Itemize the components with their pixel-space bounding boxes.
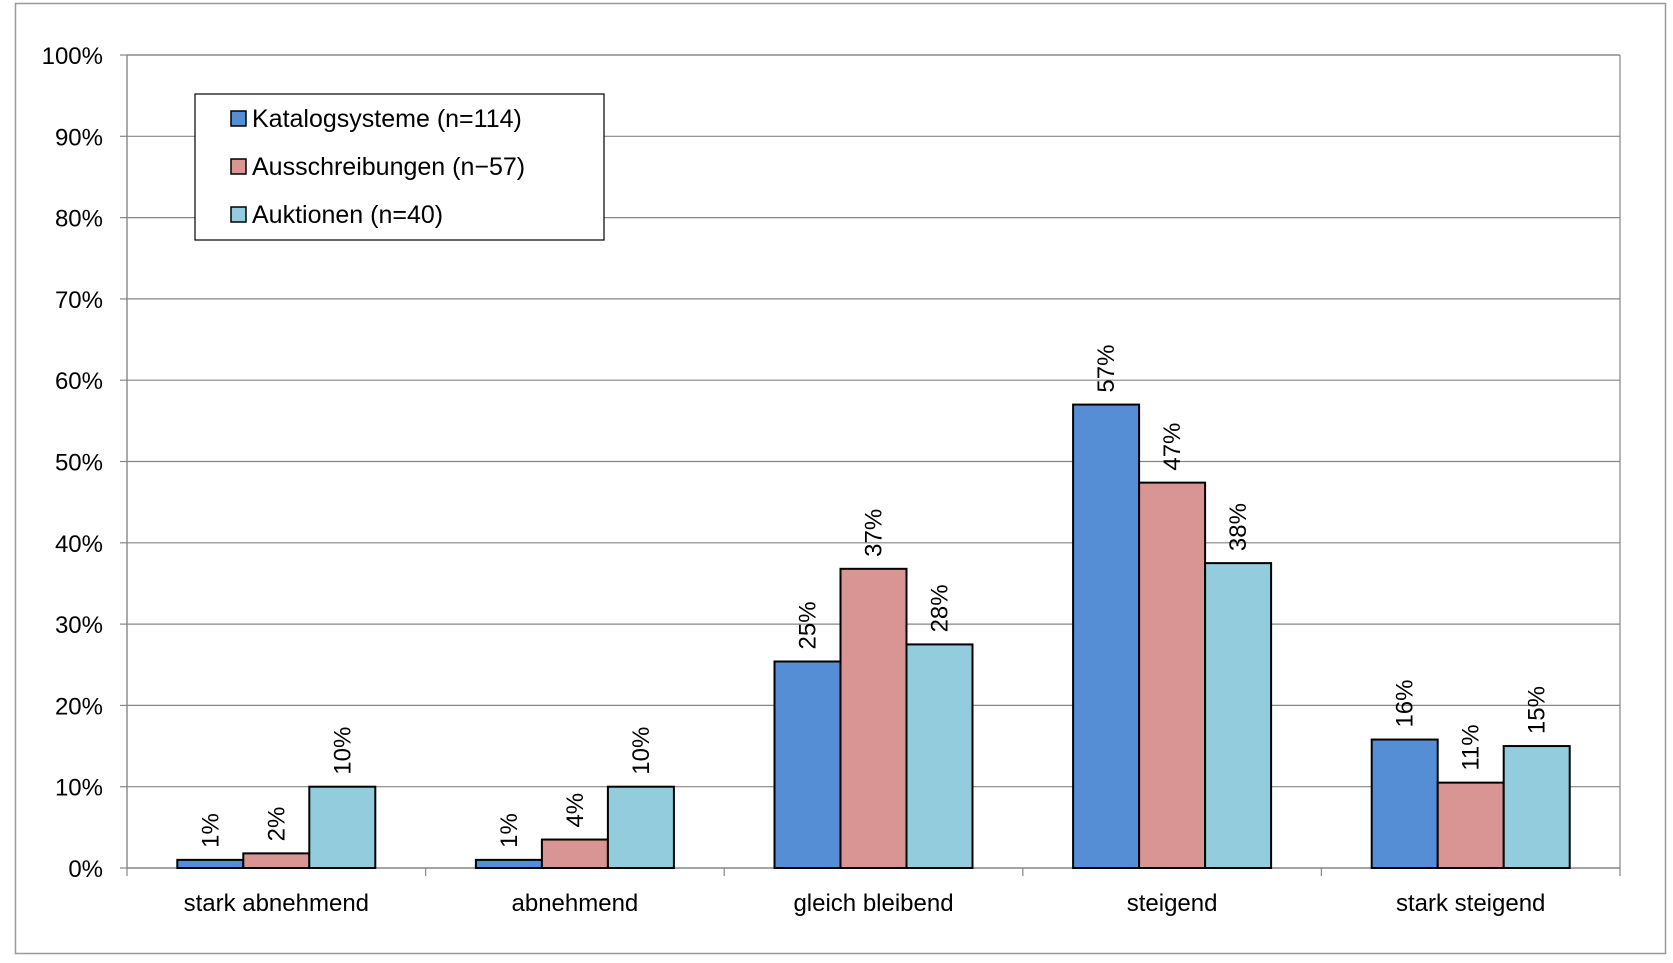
bar bbox=[176, 858, 245, 869]
legend-label: Katalogsysteme (n=114) bbox=[252, 105, 522, 133]
x-category-label: gleich bleibend bbox=[793, 890, 953, 917]
bar bbox=[1138, 481, 1207, 869]
y-tick-label: 100% bbox=[42, 43, 103, 70]
data-label: 28% bbox=[927, 584, 954, 632]
legend-swatch bbox=[230, 110, 247, 127]
y-tick-label: 80% bbox=[55, 206, 103, 233]
data-label: 10% bbox=[628, 727, 655, 775]
data-label: 1% bbox=[197, 813, 224, 848]
bar bbox=[1370, 738, 1439, 870]
legend-label: Auktionen (n=40) bbox=[252, 201, 443, 229]
y-tick-label: 10% bbox=[55, 775, 103, 802]
bar bbox=[1502, 745, 1571, 869]
bar bbox=[1204, 562, 1273, 869]
bar bbox=[474, 858, 543, 869]
data-label: 2% bbox=[263, 807, 290, 842]
data-label: 10% bbox=[329, 727, 356, 775]
y-tick-label: 50% bbox=[55, 450, 103, 477]
bar bbox=[1072, 403, 1141, 869]
data-label: 16% bbox=[1392, 679, 1419, 727]
legend-label: Ausschreibungen (n−57) bbox=[252, 153, 525, 181]
y-tick-label: 70% bbox=[55, 287, 103, 314]
y-tick-label: 30% bbox=[55, 612, 103, 639]
legend: Katalogsysteme (n=114) Ausschreibungen (n… bbox=[194, 93, 605, 241]
bar bbox=[839, 567, 908, 869]
data-label: 25% bbox=[795, 601, 822, 649]
data-labels: 1% 1% 25% 57% 16% 2% 4% 37% 47% 11% 10% 10% 28% 38% 15… bbox=[197, 345, 1550, 848]
data-label: 15% bbox=[1524, 686, 1551, 734]
bar bbox=[606, 785, 675, 870]
y-tick-label: 40% bbox=[55, 531, 103, 558]
x-category-label: steigend bbox=[1127, 890, 1218, 917]
data-label: 38% bbox=[1225, 503, 1252, 551]
y-tick-label: 60% bbox=[55, 368, 103, 395]
y-tick-label: 0% bbox=[68, 856, 103, 883]
bar bbox=[540, 838, 609, 869]
x-category-label: abnehmend bbox=[512, 890, 639, 917]
y-tick-label: 90% bbox=[55, 124, 103, 151]
bar bbox=[773, 660, 842, 869]
legend-swatch bbox=[230, 206, 247, 223]
bar bbox=[242, 852, 311, 870]
data-label: 11% bbox=[1458, 724, 1485, 770]
bar bbox=[905, 643, 974, 869]
bar bbox=[308, 785, 377, 870]
legend-swatch bbox=[230, 158, 247, 175]
legend-box bbox=[194, 93, 605, 241]
data-label: 4% bbox=[562, 793, 589, 828]
y-tick-label: 20% bbox=[55, 693, 103, 720]
bars bbox=[176, 403, 1571, 870]
x-category-label: stark steigend bbox=[1396, 890, 1545, 917]
data-label: 1% bbox=[496, 813, 523, 848]
x-category-label: stark abnehmend bbox=[184, 890, 369, 917]
data-label: 47% bbox=[1159, 423, 1186, 471]
data-label: 37% bbox=[861, 509, 888, 557]
bar bbox=[1436, 781, 1505, 870]
data-label: 57% bbox=[1093, 345, 1120, 393]
